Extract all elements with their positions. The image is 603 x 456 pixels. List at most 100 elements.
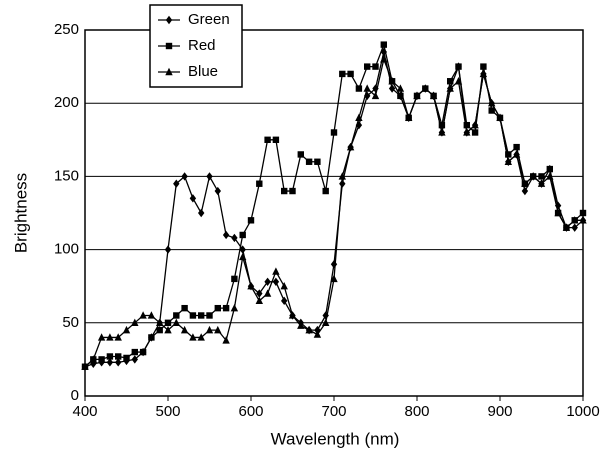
marker bbox=[454, 77, 463, 85]
marker bbox=[114, 333, 122, 341]
marker bbox=[363, 84, 371, 92]
marker bbox=[206, 172, 213, 181]
marker bbox=[330, 129, 338, 136]
marker bbox=[214, 325, 222, 334]
marker bbox=[371, 91, 380, 100]
marker bbox=[529, 172, 537, 180]
marker bbox=[206, 312, 213, 319]
marker bbox=[139, 348, 147, 356]
marker bbox=[372, 63, 379, 70]
marker bbox=[97, 333, 106, 341]
marker bbox=[122, 325, 131, 334]
marker bbox=[239, 245, 246, 254]
y-tick-label: 150 bbox=[54, 167, 79, 184]
marker bbox=[115, 358, 122, 367]
marker bbox=[322, 318, 330, 326]
y-tick-label: 100 bbox=[54, 241, 79, 258]
marker bbox=[347, 70, 354, 78]
marker bbox=[281, 296, 288, 306]
marker bbox=[255, 296, 263, 305]
legend-label: Green bbox=[188, 11, 230, 28]
marker bbox=[231, 275, 238, 283]
x-tick-label: 900 bbox=[487, 403, 512, 420]
marker bbox=[579, 209, 587, 217]
x-tick-label: 500 bbox=[155, 403, 180, 420]
x-tick-label: 700 bbox=[321, 403, 346, 420]
marker bbox=[222, 230, 230, 240]
marker bbox=[98, 356, 105, 363]
marker bbox=[197, 333, 205, 341]
marker bbox=[181, 304, 188, 312]
marker bbox=[264, 136, 271, 143]
marker bbox=[463, 121, 470, 129]
marker bbox=[156, 326, 163, 334]
marker bbox=[131, 348, 138, 356]
marker bbox=[115, 353, 122, 360]
marker bbox=[264, 277, 271, 287]
marker bbox=[247, 217, 255, 224]
marker bbox=[438, 128, 446, 136]
marker bbox=[106, 358, 114, 367]
marker bbox=[546, 165, 553, 173]
marker bbox=[173, 179, 180, 188]
marker bbox=[579, 216, 587, 224]
x-tick-label: 400 bbox=[72, 403, 97, 420]
marker bbox=[488, 107, 495, 114]
marker bbox=[256, 289, 263, 298]
marker bbox=[388, 84, 396, 93]
marker bbox=[397, 92, 404, 100]
marker bbox=[305, 158, 313, 165]
legend-marker bbox=[165, 42, 173, 50]
marker bbox=[479, 69, 488, 78]
marker bbox=[230, 303, 239, 312]
marker bbox=[521, 186, 529, 196]
y-tick-label: 50 bbox=[62, 314, 79, 331]
marker bbox=[81, 362, 89, 370]
legend-label: Red bbox=[188, 37, 216, 54]
marker bbox=[405, 113, 413, 122]
marker bbox=[214, 186, 221, 196]
marker bbox=[471, 129, 479, 136]
y-axis-title: Brightness bbox=[11, 173, 30, 253]
marker bbox=[480, 63, 487, 70]
marker bbox=[164, 245, 172, 254]
marker bbox=[413, 91, 421, 100]
marker bbox=[288, 311, 297, 319]
marker bbox=[438, 121, 446, 129]
marker bbox=[521, 179, 529, 187]
marker bbox=[289, 187, 296, 195]
marker bbox=[388, 77, 396, 85]
marker bbox=[446, 84, 454, 92]
marker bbox=[346, 142, 355, 151]
y-tick-label: 250 bbox=[54, 21, 79, 38]
marker bbox=[504, 157, 512, 165]
marker bbox=[330, 260, 338, 269]
x-tick-label: 1000 bbox=[566, 403, 599, 420]
marker bbox=[297, 151, 304, 158]
marker bbox=[131, 318, 139, 326]
marker bbox=[330, 274, 338, 283]
marker bbox=[562, 223, 571, 231]
marker bbox=[313, 330, 322, 338]
marker bbox=[496, 113, 504, 122]
marker bbox=[239, 231, 246, 239]
legend-marker bbox=[165, 15, 173, 25]
marker bbox=[513, 143, 520, 151]
marker bbox=[447, 78, 454, 85]
marker bbox=[181, 172, 188, 181]
marker bbox=[571, 223, 578, 232]
marker bbox=[180, 325, 189, 334]
marker bbox=[538, 173, 545, 180]
y-tick-label: 0 bbox=[71, 387, 79, 404]
marker bbox=[247, 282, 255, 290]
marker bbox=[380, 41, 387, 48]
marker bbox=[380, 55, 388, 63]
marker bbox=[222, 304, 230, 312]
marker bbox=[106, 333, 114, 341]
marker bbox=[139, 311, 147, 319]
legend-marker bbox=[165, 67, 173, 76]
marker bbox=[512, 150, 521, 158]
legend: Green Red Blue bbox=[149, 4, 243, 88]
marker bbox=[131, 355, 138, 364]
marker bbox=[263, 289, 272, 297]
